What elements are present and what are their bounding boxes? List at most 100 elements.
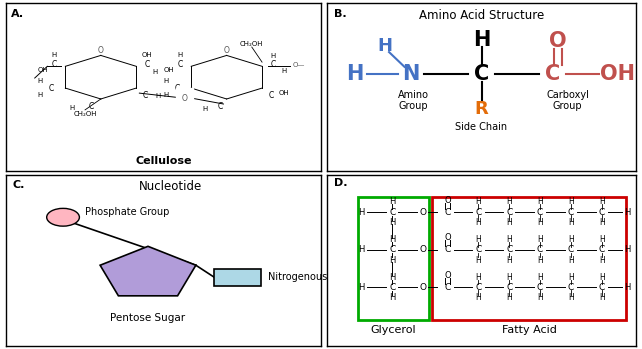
Text: C: C <box>89 102 94 111</box>
Bar <box>432 197 627 320</box>
Text: H: H <box>347 64 364 84</box>
Text: CH₂OH: CH₂OH <box>240 41 264 47</box>
Text: H: H <box>202 106 207 112</box>
Text: H: H <box>624 208 630 217</box>
Text: C: C <box>568 283 574 292</box>
Text: Amino Acid Structure: Amino Acid Structure <box>419 8 544 22</box>
Text: H: H <box>52 52 57 58</box>
Bar <box>358 197 429 320</box>
Text: Carboxyl
Group: Carboxyl Group <box>546 90 589 111</box>
Text: H: H <box>377 37 392 55</box>
Text: H: H <box>164 79 169 84</box>
Text: Nucleotide: Nucleotide <box>139 180 202 193</box>
Text: H: H <box>358 283 365 292</box>
Text: C.: C. <box>13 180 25 190</box>
Text: C: C <box>506 245 512 254</box>
Text: H: H <box>507 273 512 282</box>
Text: Amino
Group: Amino Group <box>398 90 429 111</box>
Text: H: H <box>568 293 574 302</box>
Text: C: C <box>178 60 183 69</box>
Text: H: H <box>624 245 630 254</box>
Text: C: C <box>598 245 605 254</box>
Text: H: H <box>624 283 630 292</box>
Text: H: H <box>507 198 512 206</box>
Text: OH: OH <box>600 64 634 84</box>
Text: C: C <box>506 283 512 292</box>
Text: O: O <box>98 46 104 54</box>
Text: H: H <box>599 293 605 302</box>
Text: H: H <box>164 92 169 98</box>
Text: C: C <box>389 208 395 217</box>
Text: H: H <box>568 198 574 206</box>
Text: C: C <box>52 60 57 69</box>
Text: H: H <box>38 92 43 98</box>
Text: Cellulose: Cellulose <box>135 156 192 166</box>
Text: H: H <box>568 273 574 282</box>
Text: H: H <box>599 198 605 206</box>
Circle shape <box>47 208 80 226</box>
Text: C: C <box>475 208 482 217</box>
Text: H: H <box>389 293 395 302</box>
Text: Pentose Sugar: Pentose Sugar <box>110 313 186 323</box>
Text: C: C <box>270 60 275 69</box>
Text: C: C <box>389 283 395 292</box>
Text: O: O <box>444 233 451 242</box>
Text: B.: B. <box>334 8 346 18</box>
Text: N: N <box>402 64 419 84</box>
Text: C: C <box>474 64 489 84</box>
Text: H: H <box>476 273 482 282</box>
Text: O: O <box>444 196 451 205</box>
Text: OH: OH <box>279 90 290 96</box>
Text: C: C <box>537 245 543 254</box>
Text: O: O <box>444 271 451 280</box>
Text: H: H <box>537 293 543 302</box>
Text: O: O <box>223 46 230 54</box>
Text: O: O <box>419 283 426 292</box>
Text: C: C <box>537 208 543 217</box>
Text: C: C <box>444 245 451 254</box>
Polygon shape <box>100 246 196 296</box>
Text: H: H <box>38 79 43 84</box>
Text: H: H <box>599 255 605 265</box>
Text: O: O <box>419 208 426 217</box>
Text: H: H <box>507 235 512 244</box>
Text: H: H <box>476 235 482 244</box>
Text: H: H <box>568 255 574 265</box>
Text: H: H <box>537 235 543 244</box>
Text: C: C <box>537 283 543 292</box>
Text: C: C <box>568 245 574 254</box>
Text: H: H <box>476 293 482 302</box>
Text: H: H <box>152 69 158 75</box>
Text: C: C <box>506 208 512 217</box>
Text: C: C <box>144 60 150 69</box>
Text: Glycerol: Glycerol <box>371 325 417 335</box>
Text: C: C <box>444 283 451 292</box>
Text: H: H <box>568 235 574 244</box>
Text: C: C <box>475 245 482 254</box>
Text: C: C <box>568 208 574 217</box>
Text: O: O <box>419 245 426 254</box>
Text: C: C <box>218 102 223 111</box>
Text: H: H <box>270 53 275 59</box>
Text: H: H <box>70 105 75 111</box>
Text: H: H <box>473 30 490 50</box>
Text: Nitrogenous Base: Nitrogenous Base <box>268 272 354 282</box>
Text: Side Chain: Side Chain <box>455 122 508 133</box>
Text: OH: OH <box>164 67 175 73</box>
Text: H: H <box>507 218 512 227</box>
Text: O: O <box>182 94 187 103</box>
Text: Fatty Acid: Fatty Acid <box>502 325 557 335</box>
Text: H: H <box>358 208 365 217</box>
Text: C: C <box>444 208 451 217</box>
Text: C: C <box>49 84 54 92</box>
Text: O—: O— <box>293 62 305 68</box>
Text: C: C <box>598 283 605 292</box>
Text: C: C <box>175 84 180 92</box>
Text: O: O <box>549 31 567 51</box>
Text: H: H <box>389 273 395 282</box>
Text: Phosphate Group: Phosphate Group <box>85 207 169 217</box>
Text: C: C <box>269 91 274 100</box>
Text: H: H <box>537 198 543 206</box>
Text: H: H <box>155 92 161 99</box>
Bar <box>214 269 261 285</box>
